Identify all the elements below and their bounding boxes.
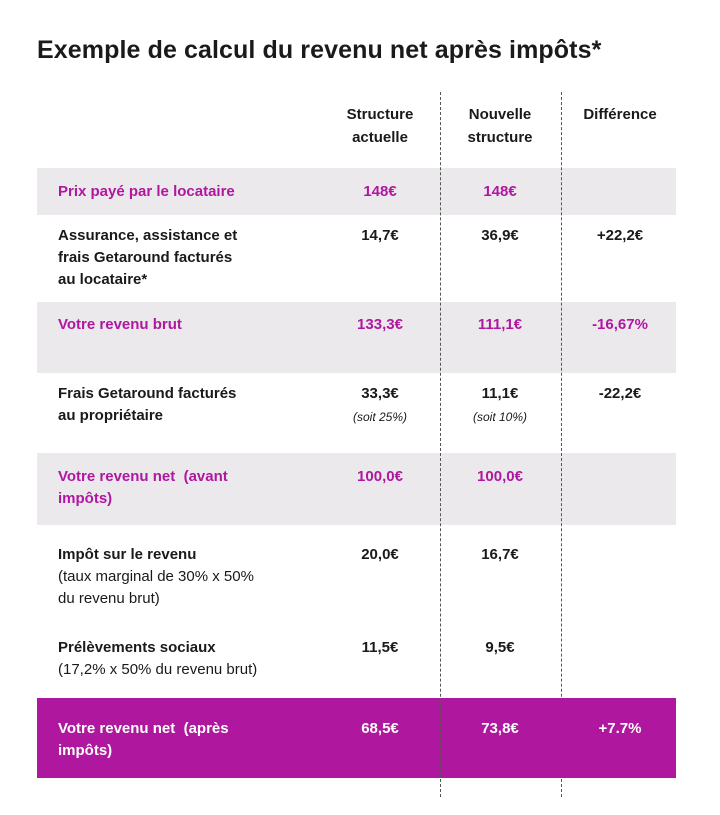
owner-fees-current-cell: 33,3€ (soit 25%) [330,383,430,426]
gross-current-value: 133,3€ [357,316,403,333]
gross-new-value: 111,1€ [477,316,523,333]
header-new-structure: Nouvelle structure [467,106,533,146]
income-tax-current-value: 20,0€ [361,546,399,563]
row-band-net-after [37,698,676,778]
column-divider [440,92,441,797]
row-label-net-after-tax: Votre revenu net (après impôts) [58,720,229,759]
column-divider [561,92,562,797]
net-before-new-value: 100,0€ [477,468,523,485]
row-label-gross-income: Votre revenu brut [58,316,182,333]
owner-fees-new-note: (soit 10%) [472,410,528,424]
page-title: Exemple de calcul du revenu net après im… [37,36,602,64]
row-label-owner-fees: Frais Getaround facturés au propriétaire [58,385,237,424]
row-band-gross [37,302,676,373]
insurance-new-value: 36,9€ [481,227,519,244]
insurance-difference-value: +22,2€ [596,227,644,244]
social-current-value: 11,5€ [361,639,399,656]
row-label-price: Prix payé par le locataire [58,183,235,200]
net-after-new-value: 73,8€ [481,720,519,737]
net-after-current-value: 68,5€ [361,720,399,737]
owner-fees-difference-value: -22,2€ [598,385,642,402]
owner-fees-current-note: (soit 25%) [352,410,408,424]
owner-fees-new-cell: 11,1€ (soit 10%) [450,383,550,426]
net-before-current-value: 100,0€ [357,468,403,485]
net-after-difference-value: +7.7% [598,720,642,737]
gross-difference-value: -16,67% [592,316,648,333]
row-label-income-tax: Impôt sur le revenu (taux marginal de 30… [58,546,254,607]
header-current-structure: Structure actuelle [346,106,414,146]
income-tax-new-value: 16,7€ [481,546,519,563]
social-new-value: 9,5€ [485,639,515,656]
price-current-value: 148€ [363,183,397,200]
price-new-value: 148€ [483,183,517,200]
row-label-social-contributions: Prélèvements sociaux (17,2% x 50% du rev… [58,639,258,678]
row-band-price [37,168,676,215]
row-band-net-before [37,453,676,525]
header-difference: Différence [583,106,657,123]
row-label-insurance: Assurance, assistance et frais Getaround… [58,227,238,288]
insurance-current-value: 14,7€ [361,227,399,244]
row-label-net-before-tax: Votre revenu net (avant impôts) [58,468,228,507]
